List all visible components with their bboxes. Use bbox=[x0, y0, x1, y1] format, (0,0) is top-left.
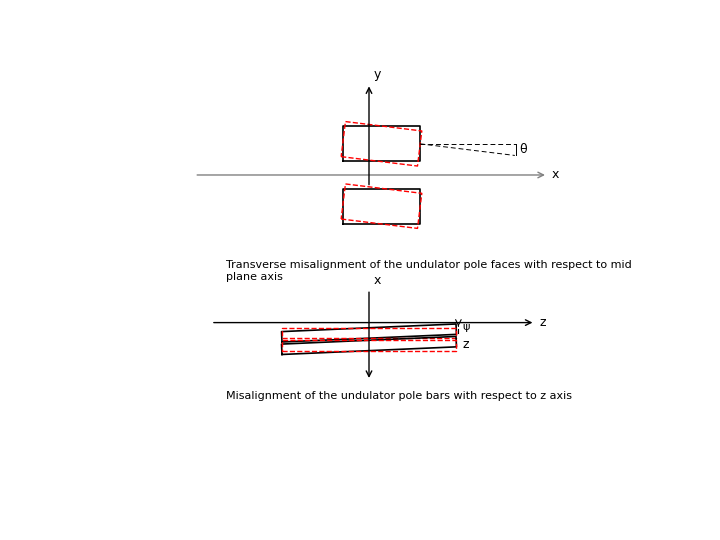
Text: y: y bbox=[373, 69, 381, 82]
Text: ψ: ψ bbox=[462, 322, 470, 332]
Text: θ: θ bbox=[520, 143, 527, 156]
Text: Transverse misalignment of the undulator pole faces with respect to mid
plane ax: Transverse misalignment of the undulator… bbox=[225, 260, 631, 282]
Text: x: x bbox=[552, 168, 559, 181]
Text: Misalignment of the undulator pole bars with respect to z axis: Misalignment of the undulator pole bars … bbox=[225, 391, 572, 401]
Text: z: z bbox=[539, 316, 546, 329]
Text: z: z bbox=[462, 338, 469, 351]
Text: x: x bbox=[373, 274, 381, 287]
